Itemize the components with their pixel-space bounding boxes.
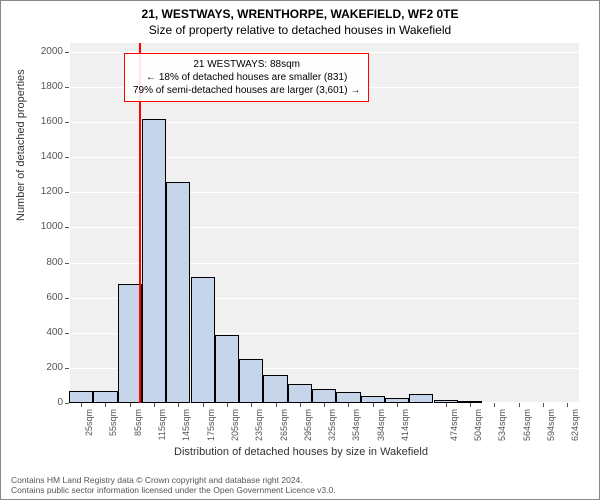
y-tick-mark	[65, 52, 69, 53]
x-tick-mark	[446, 403, 447, 407]
y-tick-mark	[65, 122, 69, 123]
x-tick-mark	[397, 403, 398, 407]
annotation-box: 21 WESTWAYS: 88sqm← 18% of detached hous…	[124, 53, 369, 102]
histogram-bar	[142, 119, 166, 403]
histogram-bar	[191, 277, 215, 403]
y-tick-mark	[65, 333, 69, 334]
footer-line-2: Contains public sector information licen…	[11, 485, 336, 495]
x-tick-mark	[105, 403, 106, 407]
y-tick-mark	[65, 87, 69, 88]
y-tick-label: 600	[29, 292, 63, 303]
histogram-bar	[69, 391, 93, 403]
x-tick-mark	[348, 403, 349, 407]
histogram-bar	[215, 335, 239, 403]
x-axis-label: Distribution of detached houses by size …	[1, 446, 600, 458]
y-tick-mark	[65, 157, 69, 158]
plot-area: 020040060080010001200140016001800200025s…	[69, 43, 579, 403]
x-tick-mark	[519, 403, 520, 407]
y-tick-label: 400	[29, 327, 63, 338]
y-tick-mark	[65, 403, 69, 404]
annotation-line: ← 18% of detached houses are smaller (83…	[133, 71, 360, 84]
x-tick-mark	[373, 403, 374, 407]
histogram-bar	[118, 284, 142, 403]
y-tick-label: 1000	[29, 221, 63, 232]
x-tick-mark	[81, 403, 82, 407]
footer-line-1: Contains HM Land Registry data © Crown c…	[11, 475, 336, 485]
x-tick-mark	[154, 403, 155, 407]
x-tick-mark	[543, 403, 544, 407]
chart-area: 020040060080010001200140016001800200025s…	[69, 43, 579, 403]
x-tick-mark	[203, 403, 204, 407]
y-tick-mark	[65, 298, 69, 299]
histogram-bar	[166, 182, 190, 403]
histogram-bar	[336, 392, 360, 403]
x-tick-mark	[300, 403, 301, 407]
axis-left	[69, 43, 70, 403]
x-tick-mark	[567, 403, 568, 407]
chart-container: 21, WESTWAYS, WRENTHORPE, WAKEFIELD, WF2…	[0, 0, 600, 500]
histogram-bar	[239, 359, 263, 403]
y-tick-mark	[65, 227, 69, 228]
y-tick-label: 2000	[29, 46, 63, 57]
y-tick-mark	[65, 263, 69, 264]
title-line-1: 21, WESTWAYS, WRENTHORPE, WAKEFIELD, WF2…	[1, 7, 599, 21]
y-axis-label: Number of detached properties	[15, 69, 27, 221]
y-tick-label: 1600	[29, 116, 63, 127]
histogram-bar	[288, 384, 312, 403]
title-line-2: Size of property relative to detached ho…	[1, 23, 599, 37]
y-tick-label: 1800	[29, 81, 63, 92]
annotation-line: 79% of semi-detached houses are larger (…	[133, 84, 360, 97]
histogram-bar	[409, 394, 433, 403]
y-tick-label: 800	[29, 257, 63, 268]
histogram-bar	[312, 389, 336, 403]
x-tick-mark	[494, 403, 495, 407]
y-tick-label: 1400	[29, 151, 63, 162]
x-tick-mark	[324, 403, 325, 407]
x-tick-mark	[251, 403, 252, 407]
y-tick-label: 1200	[29, 186, 63, 197]
annotation-line: 21 WESTWAYS: 88sqm	[133, 58, 360, 71]
x-tick-mark	[130, 403, 131, 407]
histogram-bar	[361, 396, 385, 403]
x-tick-mark	[276, 403, 277, 407]
x-tick-mark	[178, 403, 179, 407]
y-tick-label: 200	[29, 362, 63, 373]
x-tick-mark	[470, 403, 471, 407]
histogram-bar	[93, 391, 117, 403]
y-tick-label: 0	[29, 397, 63, 408]
footer: Contains HM Land Registry data © Crown c…	[11, 475, 336, 495]
x-tick-mark	[227, 403, 228, 407]
histogram-bar	[263, 375, 287, 403]
y-tick-mark	[65, 368, 69, 369]
y-tick-mark	[65, 192, 69, 193]
